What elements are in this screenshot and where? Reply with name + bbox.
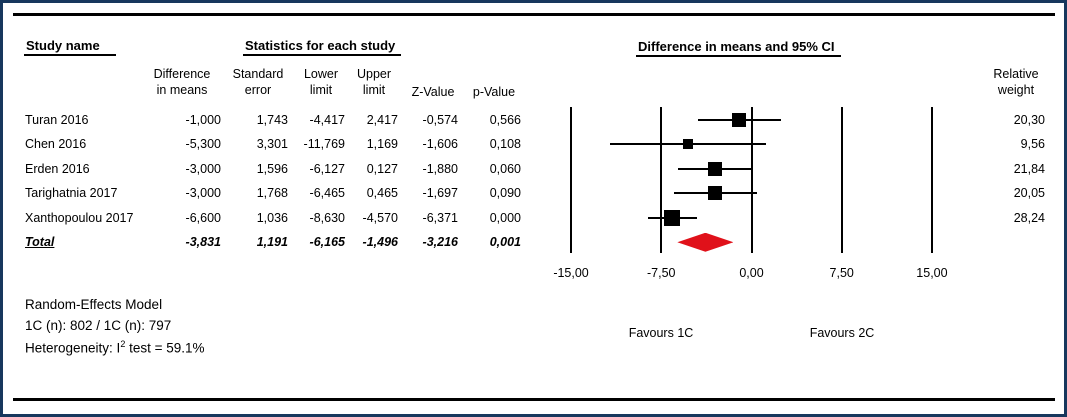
weight-value-cell: 9,56 — [1020, 137, 1045, 152]
lower-value-cell: -11,769 — [303, 137, 345, 152]
se-value-cell: 1,191 — [256, 235, 288, 250]
upper-value-cell: 0,465 — [366, 186, 398, 201]
heterogeneity-superscript: 2 — [120, 339, 126, 349]
diff-value-cell: -3,000 — [185, 186, 221, 201]
lower-value-cell: -8,630 — [309, 210, 345, 225]
effect-size-square — [664, 209, 681, 226]
lower-value-cell: -6,165 — [309, 235, 345, 250]
weight-value-cell: 20,05 — [1013, 186, 1045, 201]
upper-value-cell: -1,496 — [362, 235, 398, 250]
effect-size-square — [708, 186, 723, 201]
heterogeneity-label: Heterogeneity: I2 test = 59.1% — [25, 339, 205, 356]
table-row: Xanthopoulou 2017 -6,600 1,036 -8,630 -4,570… — [0, 206, 1067, 230]
p-value-cell: 0,000 — [489, 210, 521, 225]
col-header-relative-weight: Relative weight — [993, 67, 1039, 97]
ci-title-header: Difference in means and 95% CI — [636, 39, 841, 57]
se-value-cell: 1,036 — [256, 210, 288, 225]
col-header-lower-limit: Lower limit — [303, 67, 339, 97]
study-name-cell: Tarighatnia 2017 — [25, 186, 118, 201]
se-value-cell: 1,768 — [256, 186, 288, 201]
upper-value-cell: -4,570 — [362, 210, 398, 225]
p-value-cell: 0,566 — [489, 113, 521, 127]
diff-value-cell: -1,000 — [185, 113, 221, 127]
heterogeneity-suffix: test = 59.1% — [125, 340, 205, 356]
se-value-cell: 3,301 — [256, 137, 288, 152]
p-value-cell: 0,108 — [489, 137, 521, 152]
study-name-cell: Chen 2016 — [25, 137, 87, 152]
z-value-cell: -1,606 — [422, 137, 458, 152]
z-value-cell: -6,371 — [422, 210, 458, 225]
z-value-cell: -0,574 — [422, 113, 458, 127]
col-header-p-value: p-Value — [472, 85, 516, 99]
top-rule — [13, 13, 1055, 16]
diff-value-cell: -5,300 — [185, 137, 221, 152]
diff-value-cell: -6,600 — [185, 210, 221, 225]
col-header-z-value: Z-Value — [411, 85, 455, 99]
col-header-upper-limit: Upper limit — [356, 67, 392, 97]
p-value-cell: 0,060 — [489, 161, 521, 176]
forest-gridline — [840, 107, 843, 253]
forest-gridline — [660, 107, 663, 253]
x-axis-tick-label: -15,00 — [553, 266, 589, 280]
x-axis-tick-label: -7,50 — [647, 266, 676, 280]
lower-value-cell: -4,417 — [309, 113, 345, 127]
lower-value-cell: -6,127 — [309, 161, 345, 176]
forest-gridline — [930, 107, 933, 253]
x-axis-tick-label: 15,00 — [916, 266, 948, 280]
study-name-cell: Total — [25, 235, 55, 250]
diff-value-cell: -3,000 — [185, 161, 221, 176]
table-row: Total -3,831 1,191 -6,165 -1,496 -3,216 0,001 — [0, 230, 1067, 254]
study-name-cell: Xanthopoulou 2017 — [25, 210, 134, 225]
favours-left-label: Favours 1C — [628, 326, 694, 340]
x-axis-tick-label: 0,00 — [739, 266, 764, 280]
model-label: Random-Effects Model — [25, 297, 163, 312]
summary-diamond — [677, 232, 734, 252]
upper-value-cell: 2,417 — [366, 113, 398, 127]
z-value-cell: -1,880 — [422, 161, 458, 176]
study-name-cell: Turan 2016 — [25, 113, 89, 127]
sample-size-label: 1C (n): 802 / 1C (n): 797 — [25, 318, 172, 333]
bottom-rule — [13, 398, 1055, 401]
se-value-cell: 1,596 — [256, 161, 288, 176]
lower-value-cell: -6,465 — [309, 186, 345, 201]
forest-gridline — [570, 107, 573, 253]
col-header-difference: Difference in means — [153, 67, 211, 97]
upper-value-cell: 1,169 — [366, 137, 398, 152]
table-row: Tarighatnia 2017 -3,000 1,768 -6,465 0,465 -1… — [0, 181, 1067, 205]
statistics-header: Statistics for each study — [243, 38, 402, 56]
table-row: Erden 2016 -3,000 1,596 -6,127 0,127 -1,880 0,… — [0, 157, 1067, 181]
x-axis-tick-label: 7,50 — [829, 266, 854, 280]
study-name-header: Study name — [24, 38, 116, 56]
favours-right-label: Favours 2C — [809, 326, 875, 340]
forest-gridline — [750, 107, 753, 253]
z-value-cell: -3,216 — [422, 235, 458, 250]
p-value-cell: 0,090 — [489, 186, 521, 201]
table-row: Turan 2016 -1,000 1,743 -4,417 2,417 -0,574 0,… — [0, 108, 1067, 132]
weight-value-cell: 28,24 — [1013, 210, 1045, 225]
col-header-standard-error: Standard error — [232, 67, 284, 97]
z-value-cell: -1,697 — [422, 186, 458, 201]
weight-value-cell: 20,30 — [1013, 113, 1045, 127]
effect-size-square — [682, 139, 693, 150]
diff-value-cell: -3,831 — [185, 235, 221, 250]
upper-value-cell: 0,127 — [366, 161, 398, 176]
p-value-cell: 0,001 — [489, 235, 521, 250]
weight-value-cell: 21,84 — [1013, 161, 1045, 176]
effect-size-square — [732, 113, 747, 127]
effect-size-square — [708, 161, 723, 176]
se-value-cell: 1,743 — [256, 113, 288, 127]
heterogeneity-prefix: Heterogeneity: I — [25, 340, 121, 356]
study-name-cell: Erden 2016 — [25, 161, 90, 176]
table-row: Chen 2016 -5,300 3,301 -11,769 1,169 -1,606 0,… — [0, 132, 1067, 156]
